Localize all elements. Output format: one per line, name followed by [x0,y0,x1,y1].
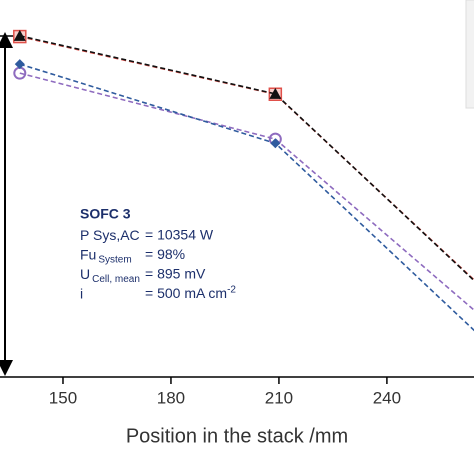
x-tick-label: 210 [265,388,293,407]
marker [14,59,25,70]
marker [13,29,26,41]
legend-box [465,0,474,109]
annotation-subscript: System [98,254,131,265]
annotation-value: = 895 mV [145,266,206,282]
annotation-title: SOFC 3 [80,206,131,222]
annotation-line: i [80,285,83,301]
x-tick-label: 180 [157,388,185,407]
annotation-label: Fu [80,246,96,262]
annotation-superscript: -2 [227,284,236,295]
annotation-label: i [80,285,83,301]
annotation-value: = 10354 W [145,227,214,243]
annotation-label: P Sys,AC [80,227,140,243]
marker [270,138,281,149]
x-tick-label: 150 [49,388,77,407]
annotation: SOFC 3 P Sys,AC = 10354 W Fu System = 98% U Cel… [80,206,236,302]
annotation-value: = 500 mA cm-2 [145,284,236,301]
annotation-line: Fu System [80,246,132,265]
series-line [19,72,474,312]
annotation-label: U [80,266,90,282]
annotation-subscript: Cell, mean [92,274,140,285]
plot: 150180210240270 [13,29,474,407]
marker [269,87,282,99]
annotation-line: U Cell, mean [80,266,140,285]
x-axis-label: Position in the stack /mm [126,425,348,447]
annotation-value: = 98% [145,246,185,262]
annotation-line: P Sys,AC [80,227,140,243]
x-tick-label: 240 [373,388,401,407]
